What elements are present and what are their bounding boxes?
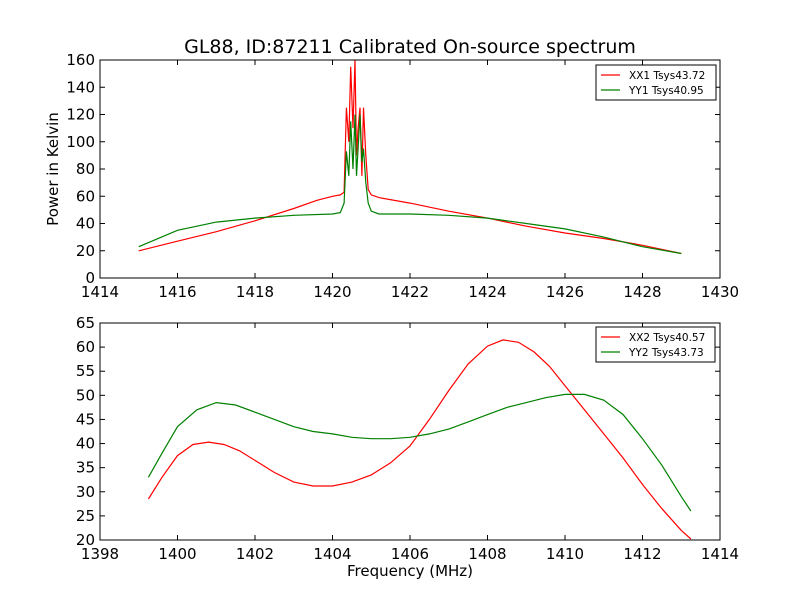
- y-tick-label: 35: [76, 459, 95, 477]
- y-tick-label: 140: [66, 78, 95, 96]
- y-tick-label: 40: [76, 435, 95, 453]
- y-tick-label: 80: [76, 160, 95, 178]
- series-line-2: [138, 114, 682, 255]
- legend-label: XX1 Tsys43.72: [629, 70, 705, 82]
- legend: XX2 Tsys40.57 YY2 Tsys43.73: [595, 326, 716, 363]
- y-tick-label: 60: [76, 187, 95, 205]
- x-tick-label: 1420: [313, 283, 351, 301]
- legend: XX1 Tsys43.72 YY1 Tsys40.95: [595, 64, 717, 101]
- y-tick-label: 25: [76, 507, 95, 525]
- legend-box: [595, 326, 716, 363]
- y-tick-label: 0: [85, 269, 95, 287]
- x-tick-label: 1404: [313, 545, 351, 563]
- y-tick-label: 45: [76, 410, 95, 428]
- x-tick-label: 1414: [701, 545, 739, 563]
- x-tick-label: 1402: [236, 545, 274, 563]
- y-axis-label: Power in Kelvin: [44, 112, 62, 226]
- y-tick-label: 65: [76, 314, 95, 332]
- y-tick-label: 40: [76, 215, 95, 233]
- y-tick-label: 55: [76, 362, 95, 380]
- legend-label: YY1 Tsys40.95: [628, 85, 704, 97]
- y-tick-label: 160: [66, 51, 95, 69]
- x-tick-label: 1426: [546, 283, 584, 301]
- series-line-2: [147, 393, 692, 512]
- y-tick-label: 60: [76, 338, 95, 356]
- y-tick-label: 50: [76, 386, 95, 404]
- x-tick-label: 1406: [391, 545, 429, 563]
- legend-box: [595, 64, 717, 101]
- top-panel: 1414 1416 1418 1420 1422 1424 1426 1428 1430 0 20 4…: [44, 51, 739, 301]
- x-tick-label: 1400: [158, 545, 196, 563]
- legend-label: XX2 Tsys40.57: [629, 332, 705, 344]
- y-tick-label: 30: [76, 483, 95, 501]
- x-tick-label: 1428: [623, 283, 661, 301]
- y-tick-label: 20: [76, 242, 95, 260]
- x-axis-label: Frequency (MHz): [347, 562, 473, 580]
- x-tick-label: 1416: [158, 283, 196, 301]
- y-tick-label: 100: [66, 133, 95, 151]
- x-tick-label: 1418: [236, 283, 274, 301]
- bottom-panel: 1398 1400 1402 1404 1406 1408 1410 1412 1414 20 25…: [76, 314, 739, 563]
- x-tick-label: 1410: [546, 545, 584, 563]
- x-tick-label: 1414: [81, 283, 119, 301]
- x-tick-label: 1424: [468, 283, 506, 301]
- y-tick-label: 20: [76, 531, 95, 549]
- chart-title: GL88, ID:87211 Calibrated On-source spec…: [184, 36, 636, 58]
- series-line-1: [147, 339, 692, 540]
- legend-label: YY2 Tsys43.73: [628, 347, 704, 359]
- x-tick-label: 1430: [701, 283, 739, 301]
- x-tick-label: 1422: [391, 283, 429, 301]
- y-tick-label: 120: [66, 106, 95, 124]
- x-tick-label: 1398: [81, 545, 119, 563]
- x-tick-label: 1408: [468, 545, 506, 563]
- x-tick-label: 1412: [623, 545, 661, 563]
